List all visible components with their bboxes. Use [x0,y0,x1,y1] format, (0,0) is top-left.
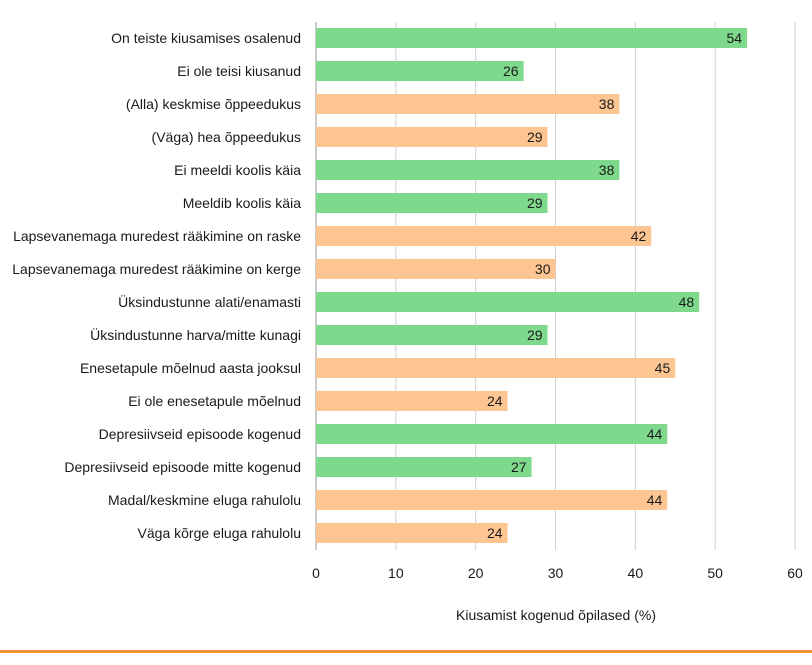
bar [316,358,676,378]
category-label: On teiste kiusamises osalenud [111,30,301,46]
category-label: Enesetapule mõelnud aasta jooksul [80,360,301,376]
bar [316,160,620,180]
bar [316,490,668,510]
x-tick-label: 50 [707,565,723,581]
bar-layer [316,28,748,543]
category-label: Üksindustunne alati/enamasti [118,293,301,310]
bar-value-label: 24 [487,393,503,409]
x-tick-label: 30 [548,565,564,581]
x-tick-label: 10 [388,565,404,581]
x-tick-label: 20 [468,565,484,581]
category-label: (Väga) hea õppeedukus [152,129,301,145]
bar [316,259,556,279]
bar-value-label: 42 [631,228,647,244]
x-tick-label: 0 [312,565,320,581]
bar [316,61,524,81]
bar [316,226,652,246]
tick-layer: 0 10 20 30 40 50 60 [312,565,803,581]
category-label: Lapsevanemaga muredest rääkimine on kerg… [12,261,301,277]
bar [316,127,548,147]
bar [316,28,748,48]
category-label: Ei ole teisi kiusanud [177,63,301,79]
bar-value-label: 54 [727,30,743,46]
category-label: Ei ole enesetapule mõelnud [128,393,301,409]
bar [316,457,532,477]
bar-value-label: 24 [487,525,503,541]
x-tick-label: 40 [628,565,644,581]
bar-value-label: 29 [527,129,543,145]
bar [316,424,668,444]
category-label: Depresiivseid episoode kogenud [99,426,301,442]
bar-value-label: 27 [511,459,527,475]
category-label: Väga kõrge eluga rahulolu [138,525,301,541]
bar-value-label: 30 [535,261,551,277]
bar-value-label: 48 [679,294,695,310]
bar [316,193,548,213]
x-axis-title: Kiusamist kogenud õpilased (%) [456,607,656,623]
category-label: (Alla) keskmise õppeedukus [126,96,301,112]
label-layer: 54 On teiste kiusamises osalenud 26 Ei ole … [12,30,742,541]
bar-value-label: 45 [655,360,671,376]
category-label: Ei meeldi koolis käia [174,162,301,178]
bar [316,391,508,411]
bar [316,325,548,345]
bar-value-label: 26 [503,63,519,79]
bar-value-label: 38 [599,162,615,178]
bottom-divider [0,650,812,653]
bar-value-label: 44 [647,492,663,508]
bar-value-label: 38 [599,96,615,112]
category-label: Depresiivseid episoode mitte kogenud [64,459,301,475]
category-label: Meeldib koolis käia [183,195,301,211]
bar-value-label: 44 [647,426,663,442]
category-label: Lapsevanemaga muredest rääkimine on rask… [13,228,301,244]
category-label: Üksindustunne harva/mitte kunagi [90,326,301,343]
bar [316,94,620,114]
category-label: Madal/keskmine eluga rahulolu [108,492,301,508]
bar [316,523,508,543]
bar-chart: 54 On teiste kiusamises osalenud 26 Ei ole … [12,22,803,623]
bar [316,292,700,312]
bar-value-label: 29 [527,327,543,343]
x-tick-label: 60 [787,565,803,581]
bar-value-label: 29 [527,195,543,211]
